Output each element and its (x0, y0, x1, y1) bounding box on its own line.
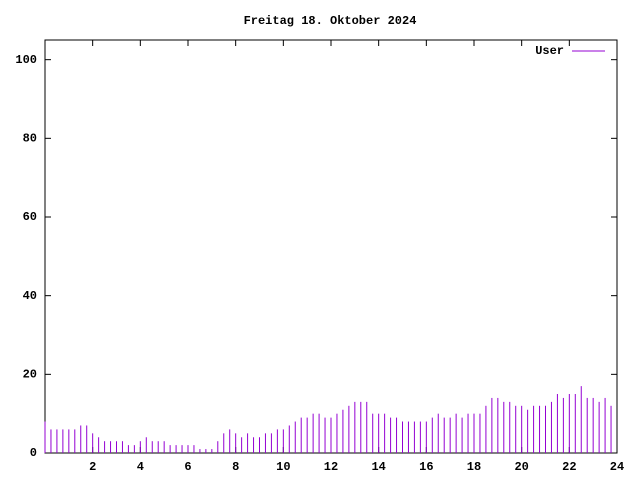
x-tick-label: 8 (232, 460, 239, 474)
x-tick-label: 12 (324, 460, 338, 474)
y-tick-label: 0 (30, 446, 37, 460)
x-tick-label: 10 (276, 460, 290, 474)
y-tick-label: 60 (23, 210, 37, 224)
y-tick-label: 80 (23, 132, 37, 146)
y-tick-label: 20 (23, 368, 37, 382)
legend-label: User (535, 44, 564, 58)
chart-title: Freitag 18. Oktober 2024 (244, 14, 417, 28)
y-tick-label: 100 (15, 53, 37, 67)
plot-border (44, 39, 618, 454)
y-tick-label: 40 (23, 289, 37, 303)
x-tick-label: 20 (514, 460, 528, 474)
x-tick-label: 2 (89, 460, 96, 474)
x-tick-label: 18 (467, 460, 481, 474)
x-tick-label: 4 (137, 460, 144, 474)
x-tick-label: 6 (184, 460, 191, 474)
x-tick-label: 24 (610, 460, 624, 474)
x-tick-label: 22 (562, 460, 576, 474)
x-tick-label: 16 (419, 460, 433, 474)
x-tick-label: 14 (371, 460, 385, 474)
